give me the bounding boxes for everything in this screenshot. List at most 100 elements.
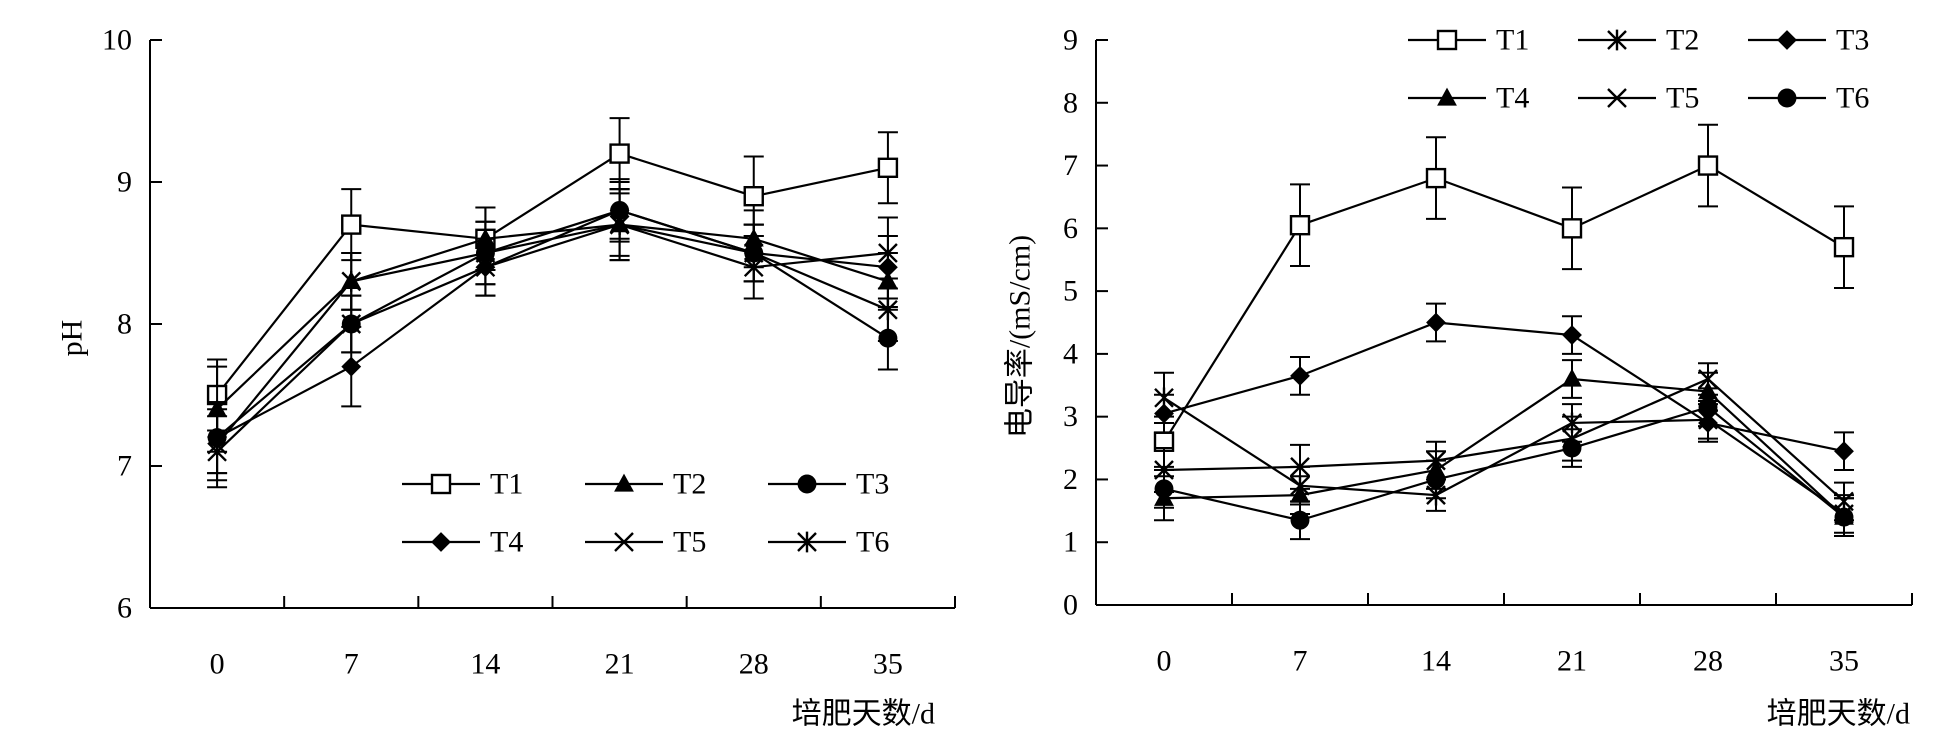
legend-marker-T4 <box>431 532 451 552</box>
legend-label: T5 <box>1666 82 1699 115</box>
x-tick-label: 7 <box>344 648 359 681</box>
legend-label: T4 <box>1496 82 1529 115</box>
data-point-T6 <box>341 271 362 292</box>
series-line-T2 <box>216 223 889 410</box>
series-line-T3 <box>1163 321 1845 453</box>
series-T5 <box>207 188 898 489</box>
y-tick-label: 3 <box>1063 400 1078 433</box>
y-tick-label: 8 <box>117 308 132 341</box>
y-tick-label: 10 <box>102 24 132 57</box>
data-point-T3 <box>1290 365 1310 386</box>
legend-label: T1 <box>1496 24 1529 57</box>
data-point-T1 <box>1697 155 1719 176</box>
y-tick-label: 0 <box>1063 589 1078 622</box>
y-axis-title: pH <box>56 320 89 357</box>
x-tick-label: 21 <box>605 648 635 681</box>
data-point-T6 <box>1426 469 1446 489</box>
legend-marker-T6 <box>797 531 817 553</box>
data-point-T1 <box>341 214 362 235</box>
series-T4 <box>207 178 898 475</box>
x-tick-label: 35 <box>1829 645 1859 678</box>
y-tick-label: 8 <box>1063 86 1078 119</box>
x-tick-label: 0 <box>1157 645 1172 678</box>
legend-marker-T3 <box>797 474 817 494</box>
data-point-T1 <box>1833 236 1855 258</box>
data-point-T5 <box>1290 457 1310 477</box>
series-line-T5 <box>216 223 889 453</box>
series-line-T5 <box>1163 377 1845 503</box>
data-point-T4 <box>1290 484 1310 503</box>
data-point-T1 <box>609 143 630 164</box>
data-point-T3 <box>1562 325 1582 345</box>
chart-panel-1: 6 7 8 9 10 0 7 14 21 28 35 培肥天数/d pH T1 T2 T3 T4 T5 T6 <box>56 24 956 731</box>
y-tick-label: 7 <box>117 450 132 483</box>
y-tick-label: 7 <box>1063 149 1078 182</box>
data-point-T5 <box>341 314 362 334</box>
data-point-T1 <box>1425 167 1447 189</box>
y-tick-label: 2 <box>1063 463 1078 496</box>
data-point-T1 <box>1561 218 1583 239</box>
x-axis-title: 培肥天数/d <box>1767 698 1910 731</box>
data-point-T6 <box>1834 507 1854 527</box>
data-point-T6 <box>743 242 764 264</box>
series-T3 <box>1154 302 1854 472</box>
legend: T1 T2 T3 T4 T5 T6 <box>1408 24 1869 115</box>
y-tick-label: 5 <box>1063 275 1078 308</box>
series-line-T6 <box>216 223 889 446</box>
x-tick-label: 28 <box>1693 645 1723 678</box>
data-point-T4 <box>1562 368 1582 387</box>
legend-label: T6 <box>1836 82 1869 115</box>
data-point-T6 <box>1698 397 1718 417</box>
series-T6 <box>207 192 898 482</box>
series-T1 <box>1153 123 1855 468</box>
series-T2 <box>1154 371 1854 534</box>
data-point-T4 <box>341 356 362 377</box>
data-point-T6 <box>475 242 496 264</box>
series-T3 <box>207 181 898 475</box>
legend-label: T4 <box>490 526 523 559</box>
legend-label: T6 <box>856 526 889 559</box>
data-point-T6 <box>1290 510 1310 530</box>
series-T6 <box>1154 387 1854 541</box>
x-tick-label: 0 <box>210 648 225 681</box>
data-point-T1 <box>743 185 764 207</box>
series-line-T4 <box>216 209 889 439</box>
x-tick-label: 14 <box>1421 645 1451 678</box>
legend-label: T2 <box>673 468 706 501</box>
legend-label: T3 <box>1836 24 1869 57</box>
y-tick-label: 9 <box>117 166 132 199</box>
data-point-T6 <box>878 299 898 321</box>
data-point-T5 <box>1698 369 1718 389</box>
legend-marker-T2 <box>1607 29 1627 51</box>
data-point-T3 <box>1834 441 1854 462</box>
x-tick-label: 21 <box>1557 645 1587 678</box>
y-tick-label: 6 <box>1063 212 1078 245</box>
legend-marker-T1 <box>1436 29 1458 51</box>
y-tick-label: 4 <box>1063 337 1078 370</box>
x-tick-label: 14 <box>470 648 500 681</box>
data-point-T6 <box>609 214 630 235</box>
series-T1 <box>206 117 899 432</box>
series-T2 <box>207 188 898 453</box>
series-line-T6 <box>1163 406 1845 522</box>
legend-marker-T1 <box>430 473 452 495</box>
legend-marker-T5 <box>1607 88 1627 108</box>
series-line-T3 <box>216 209 889 439</box>
legend-label: T2 <box>1666 24 1699 57</box>
legend-marker-T4 <box>1437 87 1457 106</box>
legend-marker-T2 <box>614 473 634 492</box>
data-point-T6 <box>1154 479 1174 499</box>
y-axis-title: 电导率/(mS/cm) <box>1004 235 1037 438</box>
data-point-T3 <box>1426 312 1446 333</box>
series-line-T4 <box>1163 377 1845 518</box>
legend-label: T3 <box>856 468 889 501</box>
series-line-T1 <box>216 152 889 396</box>
legend-marker-T3 <box>1777 30 1797 50</box>
data-point-T1 <box>877 157 899 179</box>
legend-marker-T6 <box>1777 88 1797 108</box>
data-point-T6 <box>1562 438 1582 458</box>
y-tick-label: 6 <box>117 592 132 625</box>
